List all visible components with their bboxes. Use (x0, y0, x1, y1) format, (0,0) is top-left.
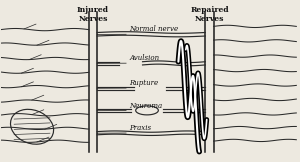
Text: Injured
Nerves: Injured Nerves (77, 6, 109, 23)
Text: Avulsion: Avulsion (129, 54, 159, 62)
Polygon shape (136, 106, 158, 115)
Text: Repaired
Nerves: Repaired Nerves (190, 6, 229, 23)
Text: Neuroma: Neuroma (129, 102, 162, 110)
Text: Rupture: Rupture (129, 79, 158, 87)
Text: Normal nerve: Normal nerve (129, 25, 178, 34)
Text: Praxis: Praxis (129, 124, 151, 132)
